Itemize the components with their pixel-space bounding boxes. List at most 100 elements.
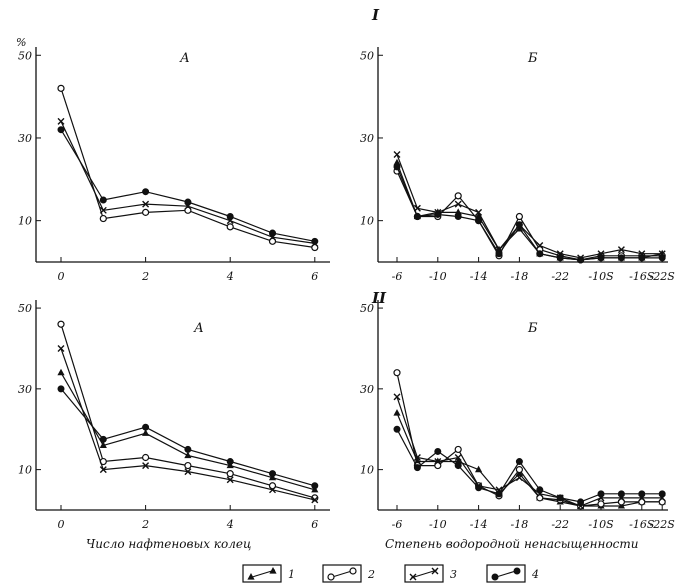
series-4-point (475, 484, 483, 492)
series-4-point (393, 163, 401, 171)
series-1-point (184, 451, 192, 459)
series-4-point (495, 250, 503, 258)
x-tick-label: -22S (650, 518, 676, 531)
x-tick-label: -10S (588, 518, 614, 531)
y-tick-label: 50 (360, 302, 374, 315)
series-3-line (396, 154, 663, 259)
series-2-point (184, 206, 192, 214)
series-4-point (226, 213, 234, 221)
legend-marker-3 (409, 573, 417, 581)
series-3-line (60, 348, 315, 501)
series-2-point (142, 208, 150, 216)
y-tick-label: 10 (360, 215, 374, 228)
series-2-point (515, 466, 524, 474)
series-4-point (142, 188, 150, 196)
x-tick-label: 4 (226, 518, 234, 531)
series-3-point (475, 208, 483, 216)
legend-marker-2 (327, 573, 335, 581)
series-2-point (99, 214, 107, 223)
x-tick-label: 6 (311, 270, 318, 283)
series-4-point (57, 126, 65, 134)
panel-title: А (193, 321, 204, 336)
series-4-point (658, 490, 666, 498)
series-2-point (617, 498, 626, 506)
series-3-point (142, 200, 150, 208)
y-tick-label: 30 (18, 383, 32, 396)
x-tick-label: -22 (551, 518, 569, 531)
legend-label-3: 3 (450, 568, 457, 581)
series-2-point (57, 84, 65, 92)
y-unit-label: % (16, 36, 26, 49)
x-axis-label-unsaturation: Степень водородной ненасыщенности (385, 537, 639, 551)
x-tick-label: -10 (429, 270, 447, 283)
series-4-point (269, 229, 276, 237)
series-1-point (475, 212, 483, 220)
row-label-I: I (371, 6, 380, 24)
series-1-point (475, 465, 483, 473)
x-tick-label: 6 (311, 518, 318, 531)
series-3-point (57, 117, 65, 125)
series-2-point (268, 237, 277, 245)
series-1-point (142, 429, 150, 436)
series-3-point (515, 474, 523, 482)
x-tick-label: 2 (141, 270, 149, 283)
x-tick-label: -10 (429, 518, 447, 531)
series-2-point (226, 223, 234, 231)
series-3-point (226, 476, 234, 484)
x-tick-label: -14 (470, 518, 488, 531)
series-3-point (536, 241, 544, 249)
series-4-point (99, 196, 107, 204)
x-tick-label: -22 (551, 270, 569, 283)
series-4-line (60, 129, 315, 242)
series-2-point (536, 494, 544, 502)
x-tick-label: -10S (588, 270, 614, 283)
series-3-point (99, 206, 107, 214)
y-tick-label: 30 (360, 383, 374, 396)
legend-box-4 (486, 564, 526, 583)
series-4-point (638, 490, 646, 498)
series-4-point (184, 445, 192, 453)
legend-box-1 (242, 564, 282, 583)
series-2-point (515, 212, 524, 221)
legend-marker-1 (269, 567, 277, 574)
legend-marker-2 (349, 567, 357, 575)
x-tick-label: -14 (470, 270, 488, 283)
series-3-point (617, 246, 625, 254)
y-tick-label: 10 (18, 464, 32, 477)
series-4-point (658, 254, 666, 262)
x-tick-label: -6 (392, 518, 403, 531)
series-1-point (99, 441, 107, 448)
series-4-point (226, 458, 234, 466)
series-4-point (434, 447, 442, 455)
y-tick-label: 10 (360, 464, 374, 477)
y-tick-label: 10 (18, 215, 32, 228)
series-2-point (393, 369, 401, 377)
chart-panel-I-B: 10 30 50 -6 -10 -14 -18 -22 -10S -16S-22S Б (360, 47, 675, 283)
series-3-point (434, 458, 442, 466)
series-4-point (454, 462, 462, 470)
x-tick-label: 4 (226, 270, 234, 283)
series-2-point (142, 453, 150, 462)
series-3-line (396, 396, 663, 507)
x-tick-label: -18 (511, 270, 529, 283)
legend-label-4: 4 (531, 568, 539, 581)
legend: 1 2 3 4 (242, 564, 539, 583)
series-4-point (515, 221, 523, 229)
y-tick-label: 50 (18, 302, 32, 315)
series-3-line (60, 121, 315, 244)
series-4-point (597, 490, 605, 498)
series-3-point (311, 496, 319, 504)
series-2-point (658, 498, 666, 506)
chart-panel-II-A: 10 30 50 0 2 4 6 А (18, 300, 330, 531)
series-4-point (311, 237, 319, 245)
y-tick-label: 30 (360, 132, 374, 145)
series-3-point (184, 468, 192, 476)
series-2-point (638, 498, 646, 506)
series-3-point (393, 151, 401, 158)
series-4-point (454, 213, 462, 221)
series-2-point (454, 445, 462, 454)
legend-marker-3 (431, 567, 439, 575)
series-4-point (495, 490, 503, 498)
series-4-point (413, 213, 421, 221)
series-4-point (99, 435, 107, 443)
